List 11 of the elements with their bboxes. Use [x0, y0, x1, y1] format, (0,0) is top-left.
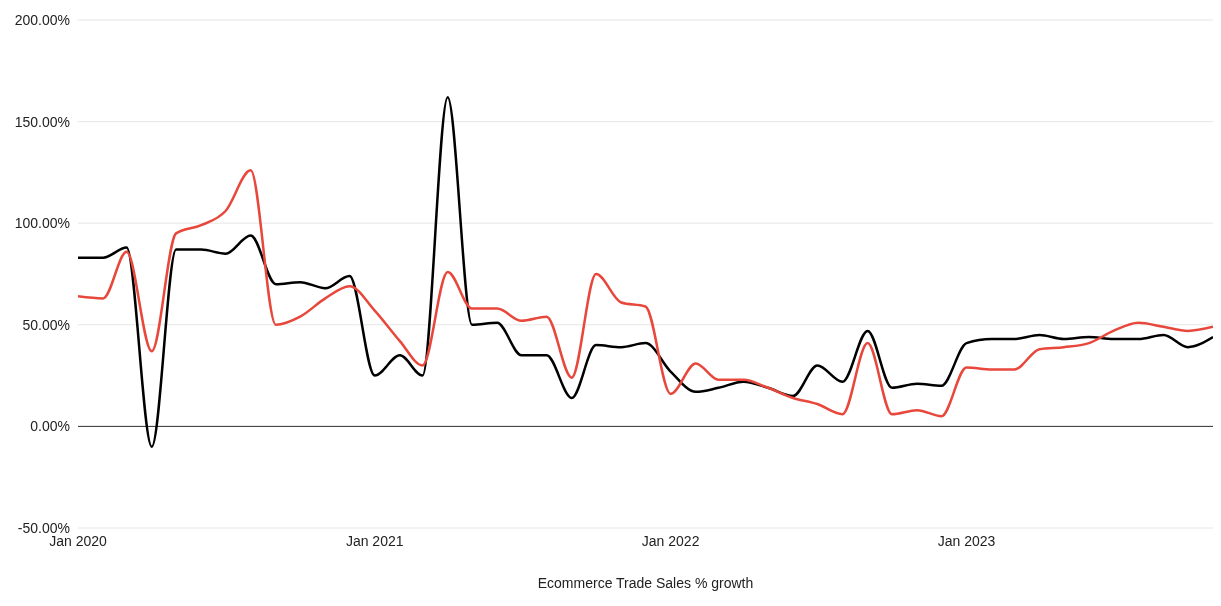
line-series [78, 95, 1213, 448]
line-series [78, 169, 1213, 418]
x-axis-title: Ecommerce Trade Sales % growth [537, 575, 754, 591]
y-tick-label: 200.00% [14, 11, 70, 28]
y-tick-label: 50.00% [22, 316, 70, 333]
y-tick-label: 150.00% [14, 113, 70, 130]
x-tick-label: Jan 2023 [937, 532, 996, 549]
x-tick-label: Jan 2021 [345, 532, 404, 549]
y-tick-label: 100.00% [14, 215, 70, 232]
x-tick-label: Jan 2022 [641, 532, 700, 549]
y-tick-label: 0.00% [30, 418, 70, 435]
